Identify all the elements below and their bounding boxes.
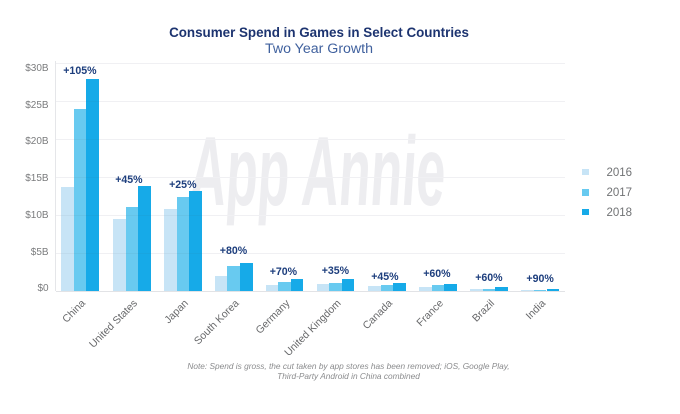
svg-text:South Korea: South Korea bbox=[192, 297, 242, 347]
svg-text:France: France bbox=[414, 297, 446, 329]
svg-text:Germany: Germany bbox=[253, 297, 293, 337]
svg-text:India: India bbox=[524, 297, 549, 322]
svg-text:Japan: Japan bbox=[162, 297, 191, 326]
svg-text:China: China bbox=[60, 297, 88, 325]
svg-text:App Annie: App Annie bbox=[185, 116, 447, 226]
svg-text:Canada: Canada bbox=[361, 297, 396, 332]
svg-text:Brazil: Brazil bbox=[470, 297, 497, 324]
svg-text:United States: United States bbox=[87, 297, 140, 350]
